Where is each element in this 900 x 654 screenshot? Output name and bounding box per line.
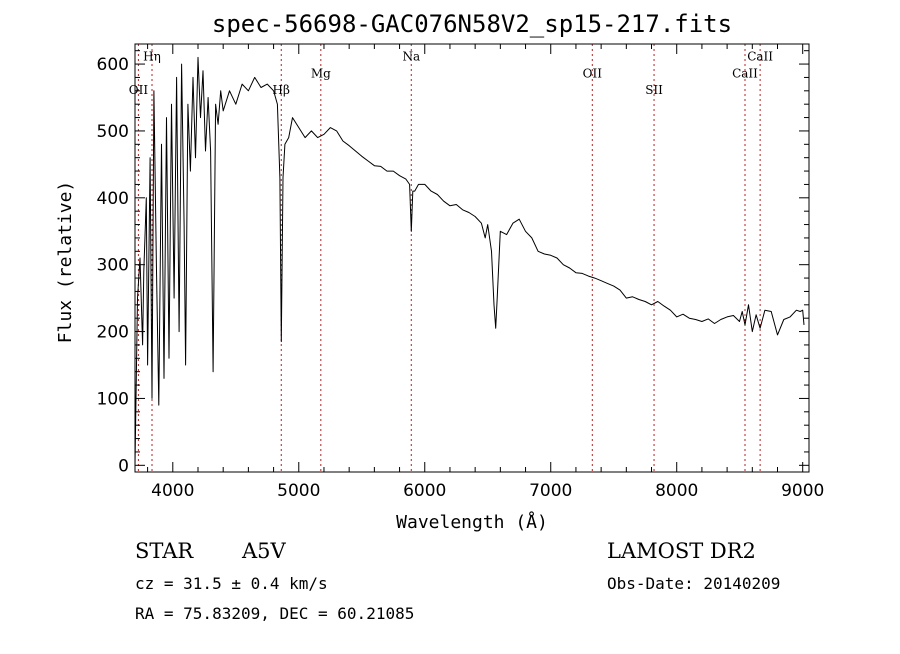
x-tick-label-3: 7000 — [529, 481, 572, 501]
spectrum-series — [134, 56, 805, 466]
line-marker-label-3: Mg — [311, 66, 331, 80]
object-subclass: A5V — [242, 539, 286, 563]
x-tick-label-5: 9000 — [781, 481, 824, 501]
y-tick-label-2: 200 — [97, 323, 129, 343]
x-tick-label-4: 8000 — [655, 481, 698, 501]
x-tick-label-1: 5000 — [277, 481, 320, 501]
obs-date: Obs-Date: 20140209 — [607, 574, 781, 593]
y-tick-label-0: 0 — [118, 456, 129, 476]
line-marker-label-7: CaII — [732, 66, 758, 80]
y-tick-label-6: 600 — [97, 55, 129, 75]
line-marker-label-4: Na — [402, 50, 420, 64]
x-axis-label: Wavelength (Å) — [396, 511, 548, 533]
line-marker-label-0: Hη — [143, 50, 161, 64]
y-tick-label-3: 300 — [97, 256, 129, 276]
y-tick-label-5: 500 — [97, 122, 129, 142]
x-tick-label-0: 4000 — [151, 481, 194, 501]
cz-value: cz = 31.5 ± 0.4 km/s — [135, 574, 328, 593]
y-tick-label-4: 400 — [97, 189, 129, 209]
spectrum-line — [134, 56, 805, 466]
plot-frame — [134, 43, 810, 473]
line-marker-label-5: OII — [583, 66, 603, 80]
plot-axes: 4000 5000 6000 7000 8000 9000 0 100 200 300 400 500… — [97, 43, 824, 501]
line-marker-label-2: Hβ — [273, 83, 290, 97]
line-markers: Hη OII Hβ Mg Na OII SII CaII CaII — [129, 44, 773, 472]
x-tick-label-2: 6000 — [403, 481, 446, 501]
ra-dec: RA = 75.83209, DEC = 60.21085 — [135, 604, 415, 623]
survey-name: LAMOST DR2 — [607, 539, 756, 563]
chart-title: spec-56698-GAC076N58V2_sp15-217.fits — [212, 10, 732, 38]
line-marker-label-6: SII — [645, 83, 663, 97]
line-marker-label-1: OII — [129, 83, 149, 97]
y-tick-label-1: 100 — [97, 389, 129, 409]
y-axis-label: Flux (relative) — [55, 181, 76, 344]
line-marker-label-8: CaII — [747, 50, 773, 64]
object-class: STAR — [135, 539, 194, 563]
